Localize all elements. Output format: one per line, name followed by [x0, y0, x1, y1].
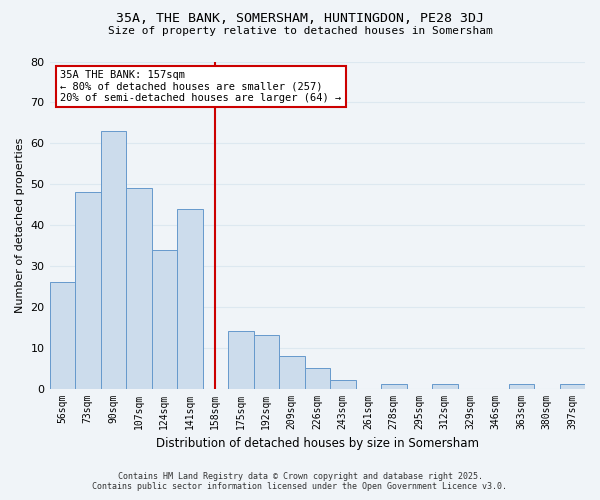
Text: 35A, THE BANK, SOMERSHAM, HUNTINGDON, PE28 3DJ: 35A, THE BANK, SOMERSHAM, HUNTINGDON, PE…: [116, 12, 484, 26]
Bar: [509, 384, 534, 388]
Bar: [381, 384, 407, 388]
Bar: [152, 250, 177, 388]
Y-axis label: Number of detached properties: Number of detached properties: [15, 138, 25, 312]
Bar: [101, 131, 126, 388]
Bar: [228, 332, 254, 388]
Text: 35A THE BANK: 157sqm
← 80% of detached houses are smaller (257)
20% of semi-deta: 35A THE BANK: 157sqm ← 80% of detached h…: [60, 70, 341, 103]
Bar: [254, 336, 279, 388]
X-axis label: Distribution of detached houses by size in Somersham: Distribution of detached houses by size …: [156, 437, 479, 450]
Bar: [330, 380, 356, 388]
Bar: [177, 208, 203, 388]
Bar: [75, 192, 101, 388]
Text: Contains HM Land Registry data © Crown copyright and database right 2025.
Contai: Contains HM Land Registry data © Crown c…: [92, 472, 508, 491]
Bar: [305, 368, 330, 388]
Bar: [279, 356, 305, 388]
Bar: [560, 384, 585, 388]
Bar: [50, 282, 75, 389]
Bar: [432, 384, 458, 388]
Bar: [126, 188, 152, 388]
Text: Size of property relative to detached houses in Somersham: Size of property relative to detached ho…: [107, 26, 493, 36]
